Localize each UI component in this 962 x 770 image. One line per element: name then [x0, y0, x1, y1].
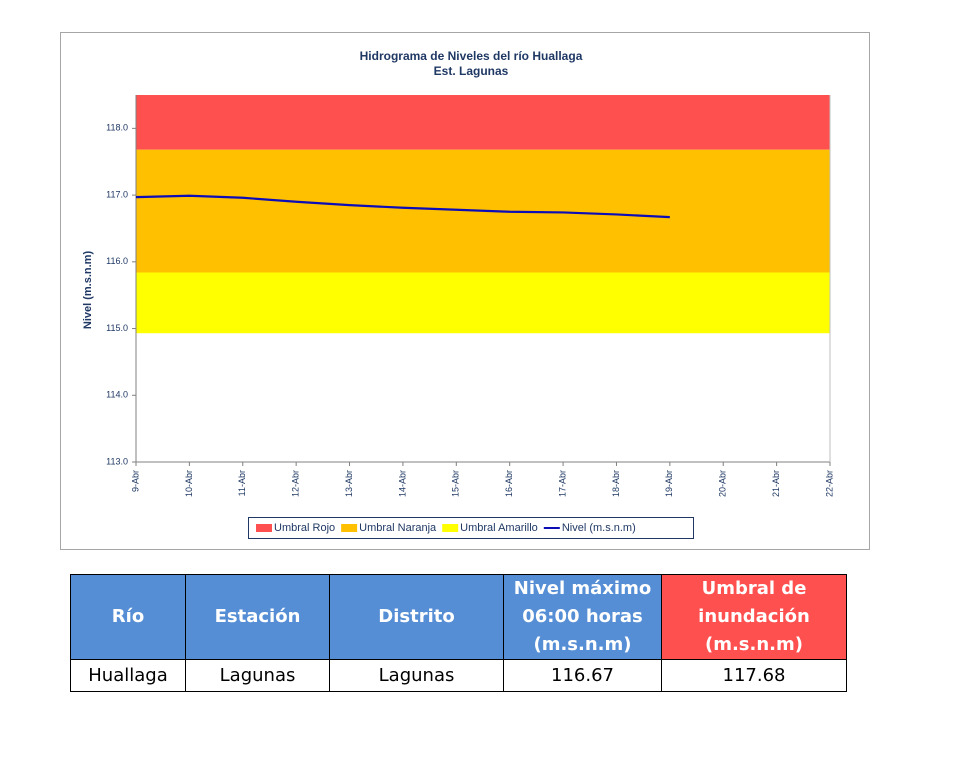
level-line [135, 194, 670, 219]
x-tick-label: 14-Abr [397, 470, 407, 497]
x-tick-label: 22-Abr [824, 470, 834, 497]
threshold-band [136, 95, 830, 150]
x-tick-label: 9-Abr [130, 470, 140, 492]
chart: Hidrograma de Niveles del río Huallaga E… [60, 32, 870, 550]
table: Río Estación Distrito Nivel máximo 06:00… [70, 574, 847, 692]
x-tick-label: 12-Abr [291, 470, 301, 497]
y-tick-label: 116.0 [106, 256, 128, 266]
legend-label: Umbral Naranja [359, 522, 437, 534]
legend-label: Umbral Amarillo [460, 522, 538, 534]
header-cell: Nivel máximo 06:00 horas (m.s.n.m) [503, 574, 662, 660]
header-cell: Estación [185, 574, 330, 660]
legend-swatch [256, 524, 272, 532]
y-tick-label: 115.0 [106, 323, 128, 333]
y-tick-label: 114.0 [106, 390, 128, 400]
header-cell: Umbral de inundación (m.s.n.m) [661, 574, 847, 660]
x-tick-label: 17-Abr [557, 470, 567, 497]
chart-title: Hidrograma de Niveles del río Huallaga [360, 49, 583, 63]
y-tick-label: 118.0 [106, 123, 128, 133]
chart-subtitle: Est. Lagunas [434, 64, 509, 78]
x-tick-label: 11-Abr [237, 470, 247, 496]
cell: Lagunas [185, 659, 330, 692]
header-cell: Río [70, 574, 186, 660]
cell: Lagunas [329, 659, 504, 692]
y-axis-label: Nivel (m.s.n.m) [82, 251, 94, 330]
legend-swatch [442, 524, 459, 532]
legend [248, 517, 694, 539]
x-tick-label: 13-Abr [344, 470, 354, 497]
x-tick-label: 19-Abr [664, 470, 674, 497]
cell: Huallaga [70, 659, 186, 692]
cell: 117.68 [661, 659, 847, 692]
legend-label: Umbral Rojo [274, 522, 335, 534]
threshold-band [136, 272, 830, 334]
x-tick-label: 18-Abr [611, 470, 621, 497]
y-tick-label: 117.0 [106, 189, 128, 199]
legend-swatch [341, 524, 358, 532]
table-row: Huallaga Lagunas Lagunas 116.67 117.68 [70, 659, 847, 692]
y-tick-label: 113.0 [106, 456, 128, 466]
x-tick-label: 10-Abr [184, 470, 194, 497]
x-tick-label: 16-Abr [504, 470, 514, 497]
x-tick-label: 20-Abr [718, 470, 728, 497]
x-tick-label: 15-Abr [451, 470, 461, 497]
table-header: Río Estación Distrito Nivel máximo 06:00… [70, 574, 847, 660]
x-tick-label: 21-Abr [771, 470, 781, 497]
legend-label: Nivel (m.s.n.m) [562, 522, 636, 534]
cell: 116.67 [503, 659, 662, 692]
header-cell: Distrito [329, 574, 504, 660]
